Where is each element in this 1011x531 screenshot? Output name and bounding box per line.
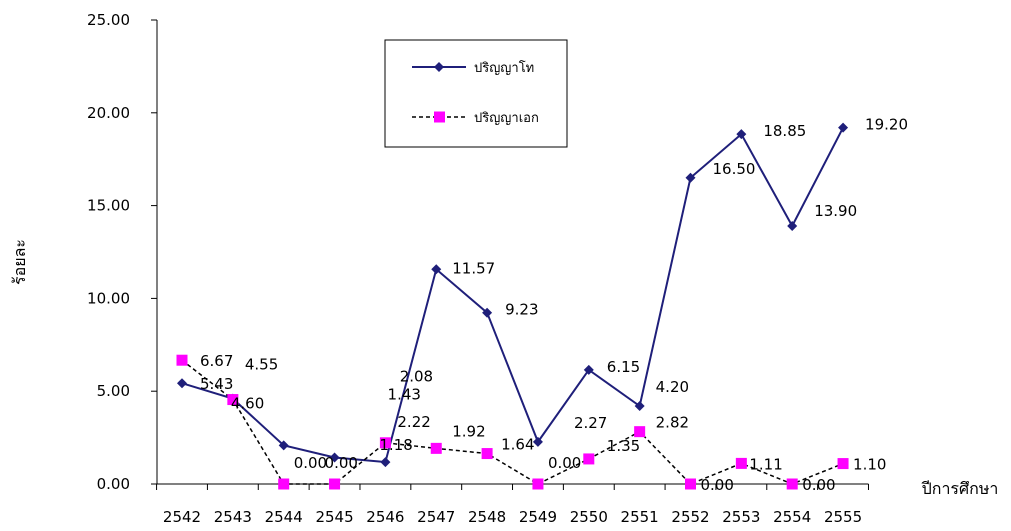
data-label-doctoral: 0.00: [701, 476, 734, 494]
data-label-master: 13.90: [814, 202, 857, 220]
data-label-master: 1.43: [388, 385, 421, 403]
marker-master: [838, 122, 849, 133]
data-label-doctoral: 0.00: [294, 454, 327, 472]
marker-doctoral: [685, 478, 696, 490]
x-tick-label: 2551: [621, 508, 659, 526]
data-label-master: 2.27: [574, 414, 607, 432]
marker-master: [634, 401, 645, 412]
marker-master: [278, 440, 289, 451]
legend-label-series-1: ปริญญาโท: [474, 60, 534, 76]
x-axis-title: ปีการศึกษา: [921, 479, 998, 498]
series-lines: [181, 127, 844, 485]
marker-master: [685, 172, 696, 183]
legend-label-series-2: ปริญญาเอก: [474, 111, 539, 126]
data-labels: 5.43 4.60 2.081.43 1.18 11.57 9.23 2.27 6.15 4.2…: [200, 116, 908, 494]
legend-marker-series-2: [434, 111, 445, 123]
x-tick-label: 2555: [824, 508, 862, 526]
x-tick-label: 2548: [468, 508, 506, 526]
y-axis-title: ร้อยละ: [10, 239, 29, 285]
legend: ปริญญาโท ปริญญาเอก: [384, 39, 568, 148]
x-tick-label: 2550: [570, 508, 608, 526]
marker-doctoral: [532, 478, 544, 490]
data-label-doctoral: 6.67: [200, 352, 233, 370]
x-tick-label: 2546: [366, 508, 404, 526]
data-label-doctoral: 0.00: [548, 454, 581, 472]
ticks: 0.00 5.00 10.00 15.00 20.00 25.00 2542 2543 2544…: [87, 11, 869, 526]
y-tick-label: 10.00: [87, 289, 130, 307]
data-label-master: 4.20: [656, 378, 689, 396]
y-tick-label: 15.00: [87, 197, 130, 215]
marker-doctoral: [329, 478, 341, 490]
data-label-doctoral: 1.35: [607, 437, 640, 455]
data-label-master: 1.18: [379, 436, 412, 454]
data-label-doctoral: 2.82: [656, 414, 689, 432]
data-label-doctoral: 2.22: [397, 413, 430, 431]
data-label-doctoral: 1.10: [853, 456, 886, 474]
series-markers: [176, 122, 849, 490]
x-tick-label: 2542: [163, 508, 201, 526]
marker-master: [329, 452, 340, 463]
series-line-doctoral: [181, 359, 844, 485]
x-tick-label: 2554: [773, 508, 811, 526]
x-tick-label: 2549: [519, 508, 557, 526]
marker-doctoral: [176, 354, 188, 366]
data-label-master: 4.60: [231, 395, 264, 413]
legend-marker-series-1: [434, 62, 444, 72]
marker-doctoral: [786, 478, 798, 490]
data-label-doctoral: 0.00: [802, 476, 835, 494]
marker-master: [177, 378, 187, 389]
marker-master: [482, 307, 493, 318]
x-tick-label: 2545: [315, 508, 353, 526]
data-label-master: 9.23: [505, 301, 538, 319]
data-label-master: 19.20: [865, 116, 908, 134]
marker-master: [736, 129, 747, 140]
marker-doctoral: [430, 442, 442, 454]
marker-doctoral: [227, 394, 239, 406]
y-tick-label: 20.00: [87, 104, 130, 122]
marker-doctoral: [735, 457, 747, 469]
data-label-doctoral: 4.55: [245, 356, 278, 374]
data-label-master: 2.08: [400, 367, 433, 385]
data-label-doctoral: 1.64: [501, 436, 534, 454]
data-label-doctoral: 1.11: [749, 455, 782, 473]
marker-doctoral: [481, 448, 493, 460]
data-label-doctoral: 1.92: [452, 422, 485, 440]
y-tick-label: 5.00: [97, 382, 130, 400]
marker-master: [380, 457, 391, 468]
data-label-master: 6.15: [607, 358, 640, 376]
data-label-master: 11.57: [452, 259, 495, 277]
marker-doctoral: [278, 478, 290, 490]
data-label-master: 5.43: [200, 375, 233, 393]
marker-doctoral: [837, 458, 849, 470]
y-tick-label: 25.00: [87, 11, 130, 29]
y-tick-label: 0.00: [97, 475, 130, 493]
x-tick-label: 2543: [214, 508, 252, 526]
x-tick-label: 2547: [417, 508, 455, 526]
data-label-master: 16.50: [713, 160, 756, 178]
x-tick-label: 2553: [722, 508, 760, 526]
series-line-master: [181, 127, 844, 464]
data-label-doctoral: 0.00: [325, 454, 358, 472]
data-label-master: 18.85: [763, 122, 806, 140]
marker-master: [787, 221, 798, 232]
x-tick-label: 2544: [265, 508, 303, 526]
x-tick-label: 2552: [671, 508, 709, 526]
marker-master: [532, 436, 543, 447]
marker-doctoral: [379, 437, 391, 449]
marker-master: [431, 264, 442, 275]
marker-doctoral: [583, 453, 595, 465]
marker-master: [583, 364, 594, 375]
legend-box: [384, 39, 568, 148]
marker-doctoral: [634, 426, 646, 438]
